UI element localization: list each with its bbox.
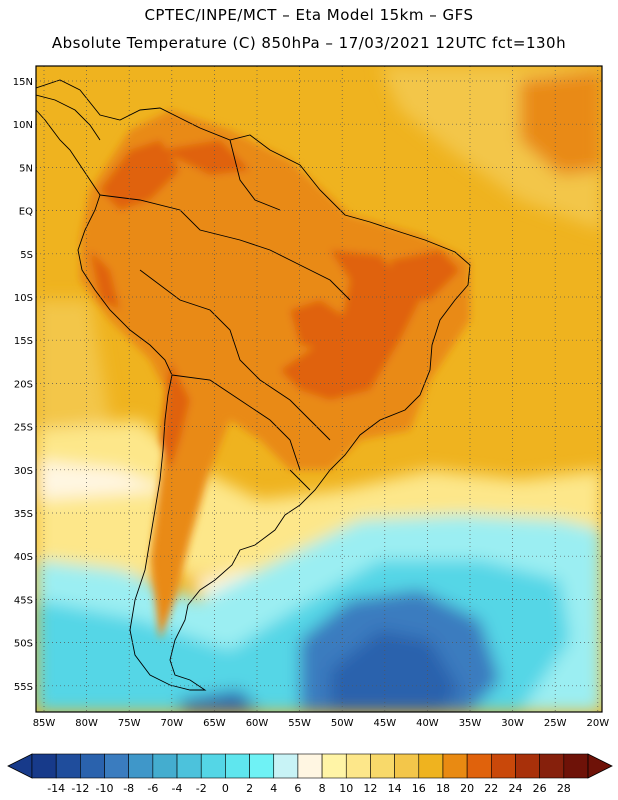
lat-label: 30S	[14, 466, 33, 477]
colorbar-swatch	[321, 753, 347, 779]
colorbar-tick-label: 28	[557, 782, 571, 795]
colorbar-swatch	[152, 753, 178, 779]
lat-label: 15S	[14, 336, 33, 347]
colorbar-swatch	[128, 753, 154, 779]
colorbar-swatch	[104, 753, 129, 779]
colorbar-swatch	[200, 753, 226, 779]
lat-label: 40S	[14, 552, 33, 563]
latitude-labels: 15N 10N 5N EQ 5S 10S 15S 20S 25S 30S 35S 40S 45S 50S 5…	[13, 77, 33, 693]
lat-label: 10N	[13, 120, 33, 131]
border-venezuela	[229, 139, 281, 211]
colorbar-tick-label: 14	[388, 782, 402, 795]
colorbar-swatch	[273, 753, 299, 779]
map-title-line-1: CPTEC/INPE/MCT – Eta Model 15km – GFS	[144, 6, 474, 24]
lat-label: 45S	[14, 595, 33, 606]
lon-label: 35W	[459, 718, 482, 729]
colorbar-tick-label: 4	[270, 782, 277, 795]
lon-label: 75W	[118, 718, 141, 729]
lat-label: 20S	[14, 379, 33, 390]
colorbar-swatch	[539, 753, 565, 779]
map-title-line-2: Absolute Temperature (C) 850hPa – 17/03/…	[51, 34, 567, 52]
lon-label: 70W	[160, 718, 183, 729]
colorbar-tick-label: -8	[123, 782, 134, 795]
lat-label: 5N	[19, 163, 33, 174]
lat-label: EQ	[19, 207, 33, 218]
colorbar-swatch	[442, 753, 468, 779]
colorbar-tick-label: -14	[47, 782, 65, 795]
colorbar-tick-label: 18	[436, 782, 450, 795]
lat-label: 55S	[14, 682, 33, 693]
colorbar-swatch	[370, 753, 395, 779]
lon-label: 85W	[33, 718, 56, 729]
colorbar-swatch	[418, 753, 444, 779]
colorbar-swatch	[249, 753, 275, 779]
lat-label: 15N	[13, 77, 33, 88]
colorbar-tick-label: 22	[484, 782, 498, 795]
lat-label: 5S	[20, 250, 33, 261]
colorbar-tick-label: -10	[96, 782, 114, 795]
colorbar-tick-label: 24	[508, 782, 522, 795]
colorbar-tick-label: -12	[71, 782, 89, 795]
colorbar-swatch	[176, 753, 202, 779]
colorbar-tick-label: -6	[147, 782, 158, 795]
colorbar-labels: -14 -12 -10 -8 -6 -4 -2 0 2 4 6 8 10 12 14 16 18 20 22 24 26…	[47, 782, 571, 795]
colorbar	[7, 753, 613, 779]
coastline	[36, 79, 471, 691]
lat-label: 50S	[14, 639, 33, 650]
colorbar-swatch	[394, 753, 420, 779]
colorbar-swatch	[563, 753, 589, 779]
colorbar-tick-label: -4	[172, 782, 183, 795]
border-uruguay	[289, 469, 311, 491]
colorbar-swatch	[345, 753, 371, 779]
colorbar-tick-label: 8	[319, 782, 326, 795]
lon-label: 60W	[246, 718, 269, 729]
colorbar-tick-label: 20	[460, 782, 474, 795]
colorbar-tick-label: 26	[533, 782, 547, 795]
lon-label: 30W	[501, 718, 524, 729]
lon-label: 25W	[544, 718, 567, 729]
colorbar-tick-label: 6	[294, 782, 301, 795]
colorbar-swatch	[297, 753, 323, 779]
lon-label: 50W	[331, 718, 354, 729]
lat-label: 35S	[14, 509, 33, 520]
colorbar-min-arrow	[7, 753, 33, 779]
colorbar-swatch	[491, 753, 516, 779]
colorbar-swatch	[80, 753, 105, 779]
lon-label: 65W	[203, 718, 226, 729]
colorbar-swatch	[31, 753, 57, 779]
map-frame	[35, 65, 603, 713]
colorbar-tick-label: -2	[196, 782, 207, 795]
south-america-coast	[36, 79, 471, 691]
border-central	[139, 269, 331, 441]
colorbar-swatch	[515, 753, 540, 779]
lon-label: 20W	[586, 718, 609, 729]
central-america	[36, 94, 101, 141]
colorbar-swatch	[466, 753, 492, 779]
border-south	[171, 374, 301, 471]
lat-label: 10S	[14, 293, 33, 304]
lon-label: 45W	[373, 718, 396, 729]
lat-label: 25S	[14, 423, 33, 434]
colorbar-tick-label: 16	[412, 782, 426, 795]
border-north	[99, 194, 351, 301]
colorbar-tick-label: 10	[339, 782, 353, 795]
colorbar-max-arrow	[587, 753, 613, 779]
colorbar-tick-label: 2	[246, 782, 253, 795]
lon-label: 40W	[416, 718, 439, 729]
temperature-field	[36, 66, 602, 712]
colorbar-tick-label: 12	[363, 782, 377, 795]
colorbar-swatch	[55, 753, 81, 779]
lon-label: 55W	[288, 718, 311, 729]
colorbar-tick-label: 0	[222, 782, 229, 795]
lon-label: 80W	[75, 718, 98, 729]
longitude-labels: 85W 80W 75W 70W 65W 60W 55W 50W 45W 40W 35W 30W 25W 2…	[33, 718, 610, 729]
colorbar-swatch	[225, 753, 250, 779]
